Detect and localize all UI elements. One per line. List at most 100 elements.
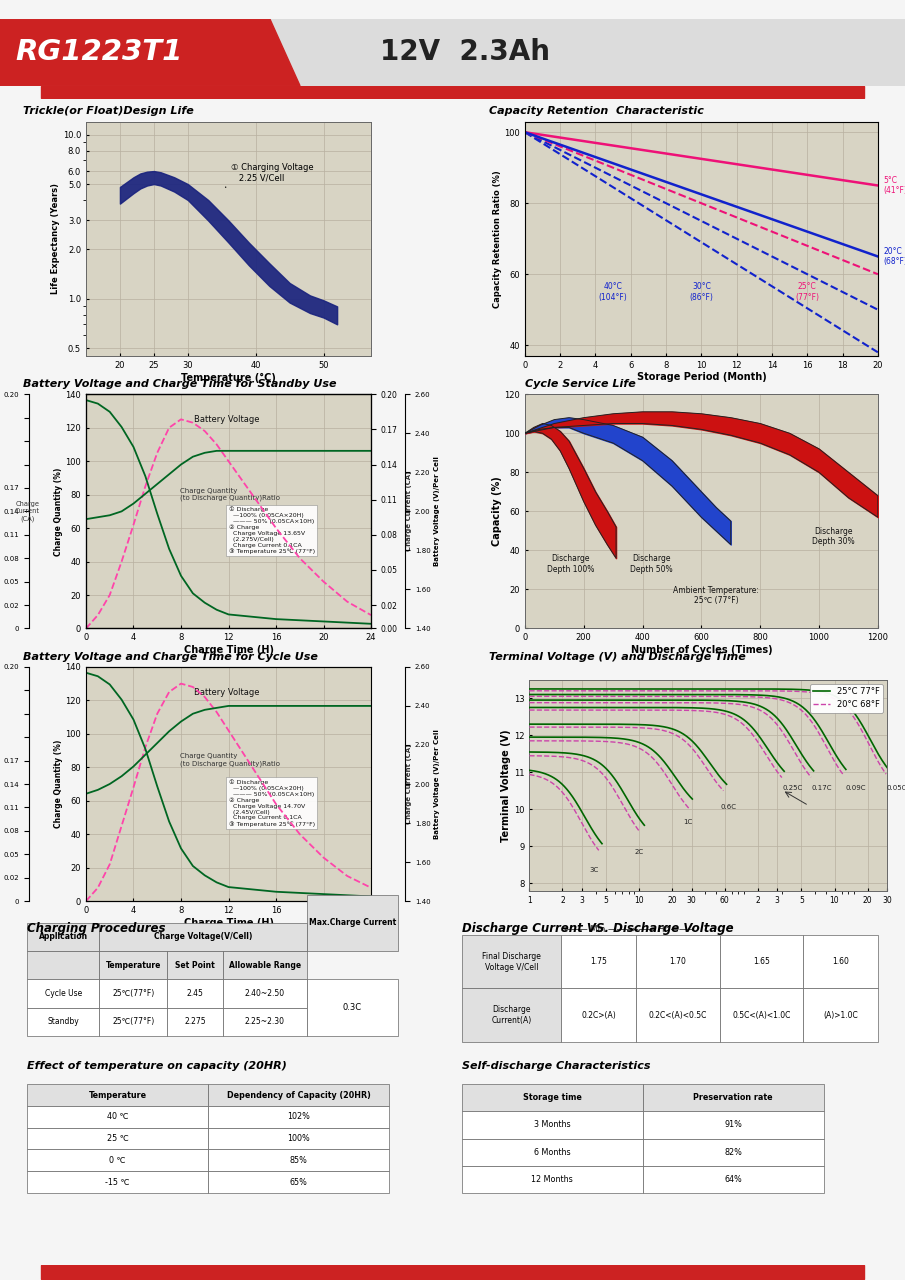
Bar [561, 936, 636, 988]
Bar [636, 988, 719, 1042]
Polygon shape [41, 86, 864, 99]
Bar [803, 988, 878, 1042]
Text: Final Discharge
Voltage V/Cell: Final Discharge Voltage V/Cell [482, 952, 541, 972]
Bar [223, 1007, 307, 1036]
Bar [27, 1149, 208, 1171]
Text: 65%: 65% [290, 1178, 308, 1187]
Bar [223, 951, 307, 979]
Bar [27, 979, 100, 1007]
Text: 85%: 85% [290, 1156, 308, 1165]
Text: Ambient Temperature:
25℃ (77°F): Ambient Temperature: 25℃ (77°F) [673, 586, 759, 605]
Text: 1.70: 1.70 [670, 957, 687, 966]
Text: Storage time: Storage time [522, 1093, 582, 1102]
Text: Temperature: Temperature [106, 961, 161, 970]
Text: 0 ℃: 0 ℃ [110, 1156, 126, 1165]
Text: 25℃(77°F): 25℃(77°F) [112, 989, 155, 998]
Bar [208, 1106, 389, 1128]
Y-axis label: Capacity Retention Ratio (%): Capacity Retention Ratio (%) [492, 170, 501, 307]
Y-axis label: Charge Current (CA): Charge Current (CA) [405, 471, 412, 552]
Text: 2.25~2.30: 2.25~2.30 [245, 1018, 285, 1027]
Text: 12 Months: 12 Months [531, 1175, 573, 1184]
Bar [561, 988, 636, 1042]
Bar [462, 1084, 643, 1111]
Text: 40 ℃: 40 ℃ [107, 1112, 129, 1121]
Text: Battery Voltage and Charge Time for Cycle Use: Battery Voltage and Charge Time for Cycl… [23, 652, 318, 662]
Bar [208, 1084, 389, 1106]
Text: 0.2C<(A)<0.5C: 0.2C<(A)<0.5C [649, 1010, 707, 1019]
Bar [719, 988, 803, 1042]
Text: 25°C
(77°F): 25°C (77°F) [795, 283, 819, 302]
Text: Allowable Range: Allowable Range [229, 961, 301, 970]
Text: 25 ℃: 25 ℃ [107, 1134, 129, 1143]
Text: Discharge
Depth 50%: Discharge Depth 50% [630, 554, 672, 573]
Text: 3C: 3C [589, 868, 598, 873]
Text: ① Discharge
  —100% (0.05CA×20H)
  ——— 50% (0.05CA×10H)
② Charge
  Charge Voltag: ① Discharge —100% (0.05CA×20H) ——— 50% (… [228, 507, 315, 554]
Text: 2C: 2C [634, 849, 643, 855]
Text: -15 ℃: -15 ℃ [105, 1178, 130, 1187]
Y-axis label: Battery Voltage (V)/Per Cell: Battery Voltage (V)/Per Cell [433, 457, 440, 566]
Text: Charge Quantity
(to Discharge Quantity)Ratio: Charge Quantity (to Discharge Quantity)R… [180, 488, 280, 502]
Bar [462, 1166, 643, 1193]
X-axis label: Charge Time (H): Charge Time (H) [184, 918, 273, 928]
Text: Battery Voltage: Battery Voltage [195, 415, 260, 425]
Y-axis label: Charge Current (CA): Charge Current (CA) [405, 744, 412, 824]
Text: 1.75: 1.75 [590, 957, 607, 966]
Text: 12V  2.3Ah: 12V 2.3Ah [380, 38, 550, 67]
Text: Max.Charge Current: Max.Charge Current [309, 918, 396, 928]
Text: ① Charging Voltage
   2.25 V/Cell: ① Charging Voltage 2.25 V/Cell [232, 163, 314, 183]
Text: 102%: 102% [287, 1112, 310, 1121]
Y-axis label: Battery Voltage (V)/Per Cell: Battery Voltage (V)/Per Cell [433, 730, 440, 838]
Polygon shape [41, 1266, 864, 1279]
Text: 91%: 91% [724, 1120, 742, 1129]
Text: 64%: 64% [724, 1175, 742, 1184]
Polygon shape [0, 19, 300, 86]
Text: Preservation rate: Preservation rate [693, 1093, 773, 1102]
Text: ① Discharge
  —100% (0.05CA×20H)
  ——— 50% (0.05CA×10H)
② Charge
  Charge Voltag: ① Discharge —100% (0.05CA×20H) ——— 50% (… [228, 780, 315, 827]
Text: 30°C
(86°F): 30°C (86°F) [690, 283, 713, 302]
Text: Discharge
Current(A): Discharge Current(A) [491, 1005, 531, 1025]
Text: 1.65: 1.65 [753, 957, 770, 966]
Text: 0.6C: 0.6C [720, 804, 737, 810]
Text: Battery Voltage and Charge Time for Standby Use: Battery Voltage and Charge Time for Stan… [23, 379, 336, 389]
X-axis label: Temperature (°C): Temperature (°C) [181, 372, 276, 383]
Bar [208, 1149, 389, 1171]
Bar [643, 1111, 824, 1139]
Text: (A)>1.0C: (A)>1.0C [823, 1010, 858, 1019]
Text: RG1223T1: RG1223T1 [15, 38, 183, 67]
Bar [462, 988, 561, 1042]
Bar [100, 951, 167, 979]
Text: Application: Application [39, 933, 88, 942]
Text: Self-discharge Characteristics: Self-discharge Characteristics [462, 1061, 650, 1071]
Text: Cycle Service Life: Cycle Service Life [525, 379, 635, 389]
Text: 0.5C<(A)<1.0C: 0.5C<(A)<1.0C [732, 1010, 790, 1019]
Text: Cycle Use: Cycle Use [44, 989, 81, 998]
Text: Charge Voltage(V/Cell): Charge Voltage(V/Cell) [154, 933, 252, 942]
Text: 0.05C: 0.05C [887, 785, 905, 791]
Text: 82%: 82% [724, 1148, 742, 1157]
Y-axis label: Terminal Voltage (V): Terminal Voltage (V) [501, 730, 511, 841]
Text: 100%: 100% [287, 1134, 310, 1143]
Text: Effect of temperature on capacity (20HR): Effect of temperature on capacity (20HR) [27, 1061, 287, 1071]
Bar [803, 936, 878, 988]
Text: 0.09C: 0.09C [845, 785, 866, 791]
Y-axis label: Charge Quantity (%): Charge Quantity (%) [53, 467, 62, 556]
Text: 0.2C>(A): 0.2C>(A) [582, 1010, 616, 1019]
Text: Terminal Voltage (V) and Discharge Time: Terminal Voltage (V) and Discharge Time [489, 652, 746, 662]
Bar [100, 979, 167, 1007]
Text: 20°C
(68°F): 20°C (68°F) [883, 247, 905, 266]
Bar [307, 895, 398, 951]
Text: Charge Quantity
(to Discharge Quantity)Ratio: Charge Quantity (to Discharge Quantity)R… [180, 753, 280, 767]
Bar [167, 979, 223, 1007]
Bar [167, 1007, 223, 1036]
Text: 0.3C: 0.3C [343, 1004, 362, 1012]
Text: Dependency of Capacity (20HR): Dependency of Capacity (20HR) [227, 1091, 370, 1100]
Bar [27, 923, 100, 951]
Bar [462, 1139, 643, 1166]
Bar [223, 979, 307, 1007]
Bar [27, 1171, 208, 1193]
Bar [167, 951, 223, 979]
Text: 25℃(77°F): 25℃(77°F) [112, 1018, 155, 1027]
Text: 2.275: 2.275 [184, 1018, 205, 1027]
Text: Charge
Current
(CA): Charge Current (CA) [14, 500, 40, 522]
Bar [27, 1084, 208, 1106]
